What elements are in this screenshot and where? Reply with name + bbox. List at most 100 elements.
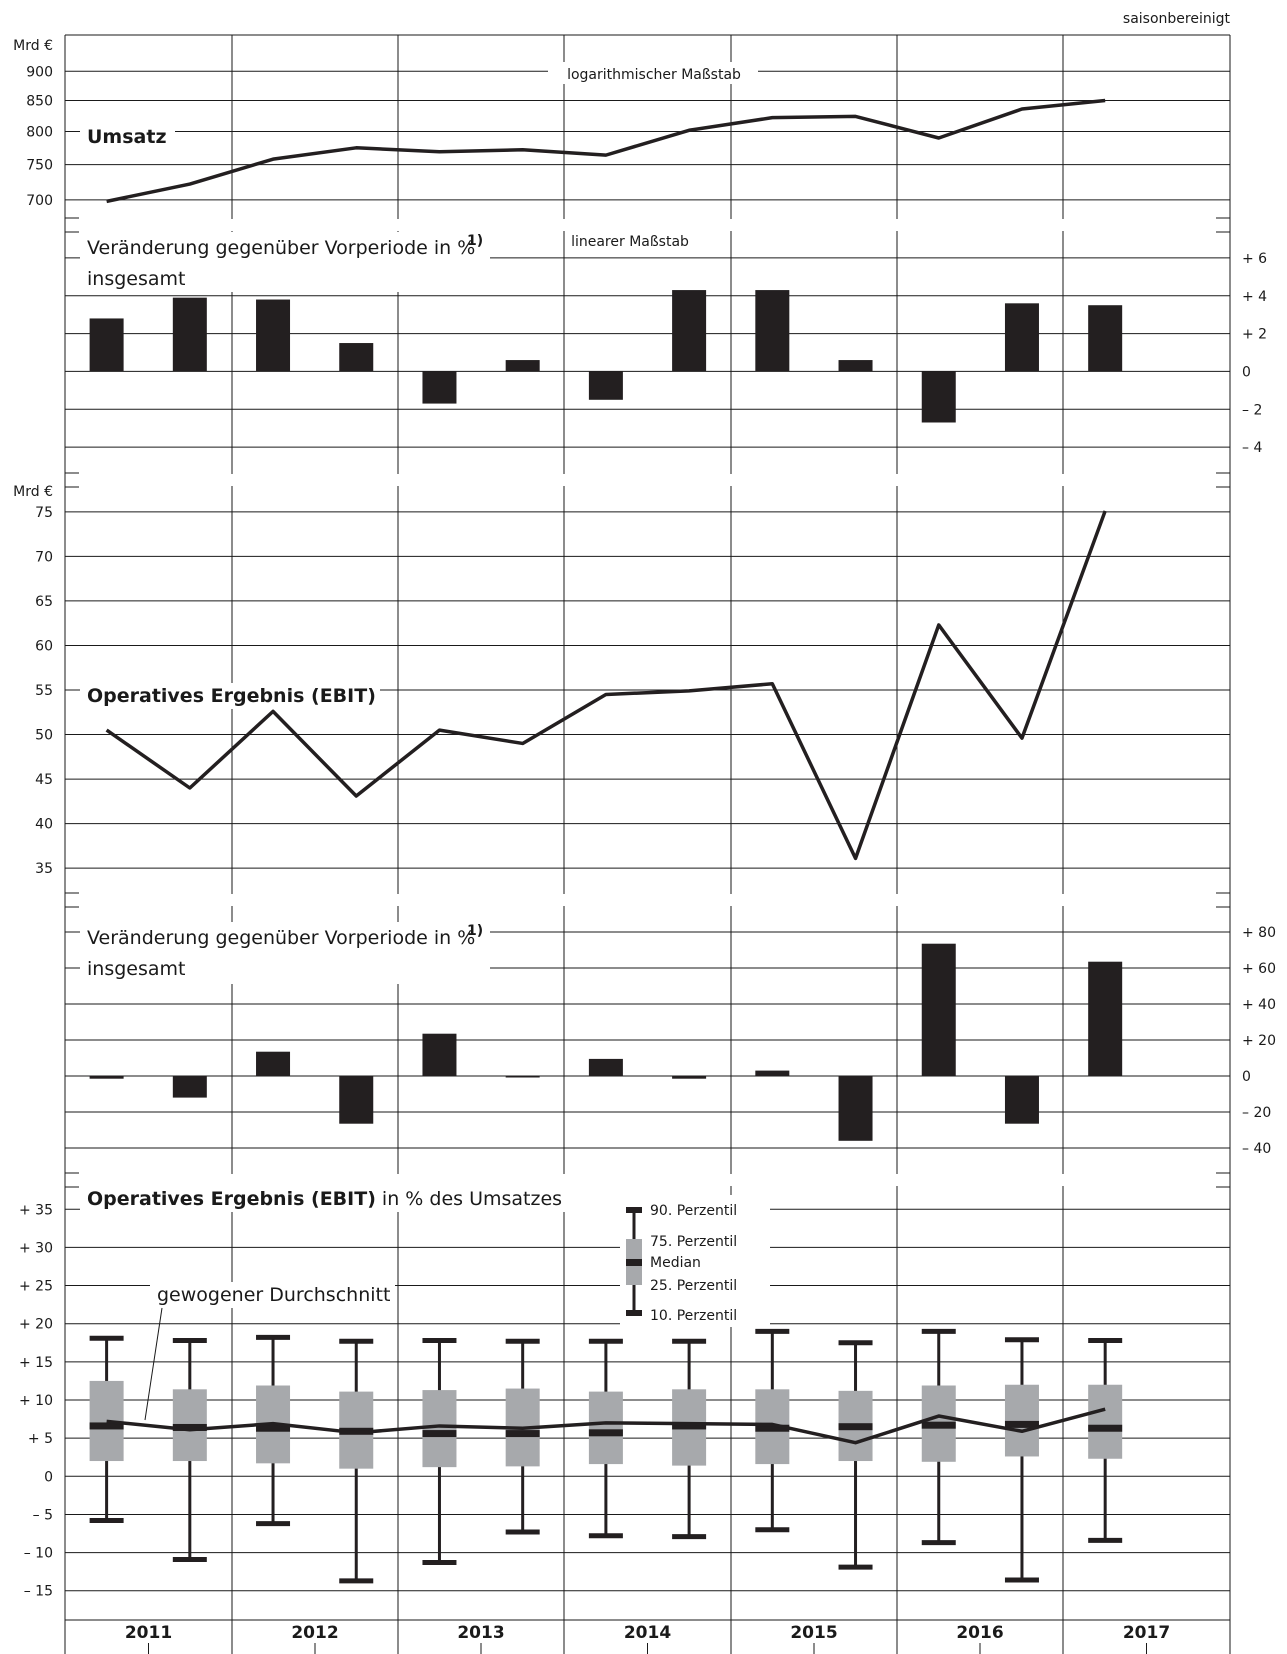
- label-background: [150, 1282, 395, 1308]
- bar: [672, 1076, 707, 1079]
- bar: [339, 343, 374, 372]
- avg-annotation: gewogener Durchschnitt: [157, 1284, 390, 1306]
- y-tick-label: + 20: [19, 1317, 53, 1333]
- y-axis-unit: Mrd €: [13, 38, 53, 54]
- y-tick-label: 75: [35, 505, 53, 521]
- box-median: [921, 1421, 956, 1429]
- panel-title-bold: Operatives Ergebnis (EBIT): [87, 1188, 376, 1210]
- y-tick-label: + 10: [19, 1393, 53, 1409]
- box-median: [256, 1424, 291, 1432]
- note-saisonbereinigt: saisonbereinigt: [1123, 11, 1231, 27]
- bar: [256, 1051, 291, 1076]
- label-background: [620, 1195, 770, 1327]
- bar: [1004, 303, 1039, 372]
- bar: [838, 1076, 873, 1141]
- panel-gap: [66, 474, 1229, 486]
- bar: [422, 1033, 457, 1076]
- bar: [1088, 305, 1123, 372]
- y-tick-label: – 4: [1242, 440, 1262, 456]
- y-tick-label: – 40: [1242, 1141, 1271, 1157]
- footnote-marker: 1): [467, 233, 483, 249]
- panel-gap: [66, 219, 1229, 231]
- y-tick-label: 60: [35, 638, 53, 654]
- chart-frame: [64, 34, 1231, 1621]
- panel-title: Veränderung gegenüber Vorperiode in %: [87, 237, 475, 259]
- y-tick-label: 70: [35, 549, 53, 565]
- panel-title: Operatives Ergebnis (EBIT) in % des Umsa…: [87, 1188, 562, 1210]
- x-tick-label: 2016: [956, 1623, 1003, 1643]
- y-tick-label: 850: [26, 94, 53, 110]
- panel-ebit-margin: + 35 + 30 + 25 + 20 + 15 + 10 + 5 0 – 5 – 10 – 15 O…: [19, 1186, 1230, 1600]
- y-tick-label: – 5: [33, 1507, 53, 1523]
- panel-title: Veränderung gegenüber Vorperiode in %: [87, 927, 475, 949]
- bar: [422, 371, 457, 404]
- box-iqr: [1088, 1384, 1123, 1459]
- y-tick-label: + 40: [1242, 997, 1276, 1013]
- ebit-line: [105, 510, 1107, 861]
- panel-ebit: 35 40 45 50 55 60 65 70 75 Mrd € Operatives Ergebn…: [13, 484, 1230, 877]
- x-tick-label: 2013: [457, 1623, 504, 1643]
- bar: [89, 1076, 124, 1079]
- panel-umsatz: 700 750 800 850 900 Mrd € logarithmischer Maßs…: [13, 38, 1230, 209]
- x-tick-label: 2011: [125, 1623, 172, 1643]
- box-median: [89, 1422, 124, 1430]
- bar: [921, 371, 956, 423]
- panel-title: Operatives Ergebnis (EBIT): [87, 685, 376, 707]
- legend-median: Median: [650, 1255, 701, 1271]
- y-tick-label: 45: [35, 772, 53, 788]
- umsatz-line: [106, 98, 1106, 204]
- bar: [588, 371, 623, 400]
- y-tick-label: 750: [26, 158, 53, 174]
- box-iqr: [588, 1391, 623, 1465]
- x-tick-label: 2014: [624, 1623, 671, 1643]
- x-tick-label: 2012: [291, 1623, 338, 1643]
- bar: [755, 1070, 790, 1076]
- y-tick-label: + 30: [19, 1240, 53, 1256]
- bar: [505, 1076, 540, 1078]
- bar: [588, 1058, 623, 1076]
- y-tick-label: 50: [35, 728, 53, 744]
- y-tick-label: + 5: [28, 1431, 53, 1447]
- y-tick-label: 0: [44, 1469, 53, 1485]
- legend-p90: 90. Perzentil: [650, 1203, 737, 1219]
- box-median: [755, 1424, 790, 1432]
- bar: [172, 297, 207, 372]
- box-median: [505, 1430, 540, 1438]
- bar: [339, 1076, 374, 1124]
- legend-p10: 10. Perzentil: [650, 1308, 737, 1324]
- y-tick-label: – 15: [24, 1584, 53, 1600]
- bar: [1004, 1076, 1039, 1124]
- label-background: [80, 123, 175, 149]
- label-background: [80, 1186, 625, 1212]
- box-iqr: [1004, 1384, 1039, 1457]
- legend-p25: 25. Perzentil: [650, 1278, 737, 1294]
- box-median: [588, 1429, 623, 1437]
- y-tick-label: + 2: [1242, 327, 1267, 343]
- weighted-average-line: [106, 1407, 1106, 1445]
- y-tick-label: + 80: [1242, 925, 1276, 941]
- panel-ebit-change: + 80 + 60 + 40 + 20 0 – 20 – 40 Veränderung geg…: [65, 922, 1276, 1157]
- label-background: [80, 683, 380, 709]
- panel-gap: [66, 894, 1229, 906]
- bar: [921, 943, 956, 1076]
- scale-label: linearer Maßstab: [571, 234, 689, 250]
- y-tick-label: + 60: [1242, 961, 1276, 977]
- avg-annotation-pointer: [144, 1307, 163, 1421]
- y-tick-label: – 20: [1242, 1105, 1271, 1121]
- bar: [1088, 961, 1123, 1076]
- panel-subtitle: insgesamt: [87, 958, 185, 980]
- scale-label: logarithmischer Maßstab: [567, 67, 741, 83]
- x-tick-label: 2015: [790, 1623, 837, 1643]
- panel-title: Umsatz: [87, 126, 167, 148]
- y-tick-label: – 10: [24, 1546, 53, 1562]
- y-axis-unit: Mrd €: [13, 484, 53, 500]
- y-tick-label: 0: [1242, 364, 1251, 380]
- y-tick-label: + 20: [1242, 1033, 1276, 1049]
- footnote-marker: 1): [467, 923, 483, 939]
- y-tick-label: – 2: [1242, 402, 1262, 418]
- y-tick-label: 0: [1242, 1069, 1251, 1085]
- box-median: [1004, 1420, 1039, 1428]
- y-tick-label: + 4: [1242, 289, 1267, 305]
- x-axis-years: 2011 2012 2013 2014 2015 2016 2017: [64, 1620, 1231, 1654]
